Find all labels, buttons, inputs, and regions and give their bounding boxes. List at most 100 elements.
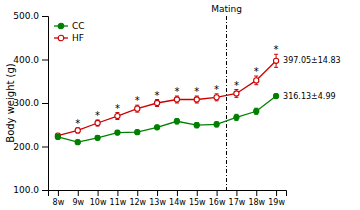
significance-mark: *: [214, 84, 219, 95]
x-tick-label: 16w: [209, 198, 226, 207]
plot: 100.0 200.0 300.0 400.0 500.0 8w 9w 10w11w12w13…: [13, 4, 340, 207]
error-bar: [215, 122, 219, 127]
error-bar: [195, 123, 199, 128]
error-bar: [135, 130, 139, 134]
x-tick-mark: [217, 190, 218, 196]
error-bar: [175, 119, 179, 124]
data-point: [154, 125, 159, 130]
legend-item: HF: [54, 33, 84, 43]
x-tick-label: 12w: [129, 198, 146, 207]
error-bar: [76, 140, 80, 144]
data-point: [174, 97, 179, 102]
data-point: [194, 123, 199, 128]
x-tick-label: 18w: [248, 198, 265, 207]
error-bar: [274, 94, 278, 98]
y-tick: 200.0: [13, 142, 48, 152]
y-tick-label: 500.0: [13, 11, 39, 21]
data-point: [115, 130, 120, 135]
y-tick: 300.0: [13, 98, 48, 108]
y-tick: 500.0: [13, 11, 48, 21]
legend-label: HF: [72, 33, 84, 43]
error-bar: [215, 94, 219, 101]
data-point: [154, 100, 159, 105]
x-tick-mark: [78, 190, 79, 196]
y-tick-mark: [42, 16, 48, 17]
data-point: [214, 122, 219, 127]
x-tick: 15w: [189, 190, 206, 207]
significance-mark: *: [274, 44, 279, 55]
y-tick: 100.0: [13, 185, 48, 195]
x-tick-label: 11w: [110, 198, 127, 207]
x-axis-line: [49, 191, 287, 197]
error-bar: [115, 130, 119, 134]
error-bar: [175, 96, 179, 103]
data-point: [95, 135, 100, 140]
legend: CC HF: [54, 21, 85, 43]
series: [55, 93, 278, 144]
x-tick-label: 15w: [189, 198, 206, 207]
x-tick-label: 14w: [169, 198, 186, 207]
y-axis-title: Body weight (g): [5, 63, 16, 143]
x-tick-label: 13w: [149, 198, 166, 207]
x-tick: 8w: [53, 190, 65, 207]
y-tick-label: 100.0: [13, 185, 39, 195]
annotations: Mating***********397.05±14.83316.13±4.99: [75, 4, 340, 129]
x-tick: 17w: [229, 190, 246, 207]
x-tick-mark: [117, 190, 118, 196]
y-tick-label: 300.0: [13, 98, 39, 108]
significance-mark: *: [155, 90, 160, 101]
error-bar: [155, 100, 159, 107]
end-label: 316.13±4.99: [283, 92, 336, 101]
data-point: [75, 140, 80, 145]
error-bar: [135, 105, 139, 112]
chart: 100.0 200.0 300.0 400.0 500.0 8w 9w 10w11w12w13…: [0, 0, 360, 210]
data-point: [174, 119, 179, 124]
data-point: [273, 58, 278, 63]
error-bar: [96, 136, 100, 140]
error-bar: [155, 125, 159, 129]
x-axis: 8w 9w 10w11w12w13w14w15w16w17w18w19w: [49, 190, 287, 207]
reference-label: Mating: [211, 4, 242, 14]
significance-mark: *: [135, 95, 140, 106]
legend-label: CC: [72, 21, 85, 31]
x-tick-mark: [157, 190, 158, 196]
significance-mark: *: [234, 80, 239, 91]
error-bar: [234, 90, 238, 98]
error-bar: [195, 96, 199, 103]
x-tick-mark: [197, 190, 198, 196]
x-tick: 11w: [110, 190, 127, 207]
x-tick-mark: [276, 190, 277, 196]
significance-mark: *: [254, 66, 259, 77]
x-tick-label: 19w: [268, 198, 285, 207]
y-tick: 400.0: [13, 55, 48, 65]
data-point: [234, 115, 239, 120]
y-tick-mark: [42, 103, 48, 104]
y-tick-mark: [42, 60, 48, 61]
x-tick: 14w: [169, 190, 186, 207]
significance-mark: *: [115, 103, 120, 114]
data-layer: [55, 16, 278, 190]
error-bar: [234, 114, 238, 120]
x-tick: 10w: [90, 190, 107, 207]
x-tick-label: 9w: [72, 198, 84, 207]
data-point: [254, 109, 259, 114]
end-label: 397.05±14.83: [283, 56, 341, 65]
x-tick-label: 10w: [90, 198, 107, 207]
data-point: [273, 93, 278, 98]
reference-line: [226, 16, 227, 190]
x-tick-mark: [236, 190, 237, 196]
legend-marker: [58, 35, 64, 41]
significance-mark: *: [174, 86, 179, 97]
data-point: [115, 113, 120, 118]
x-tick: 19w: [268, 190, 285, 207]
data-point: [214, 95, 219, 100]
y-tick-label: 200.0: [13, 142, 39, 152]
x-tick: 18w: [248, 190, 265, 207]
legend-item: CC: [54, 21, 85, 31]
series-line: [58, 96, 276, 142]
data-point: [254, 78, 259, 83]
x-tick-mark: [137, 190, 138, 196]
x-tick: 9w: [72, 190, 84, 207]
x-tick-mark: [177, 190, 178, 196]
data-point: [55, 134, 60, 139]
